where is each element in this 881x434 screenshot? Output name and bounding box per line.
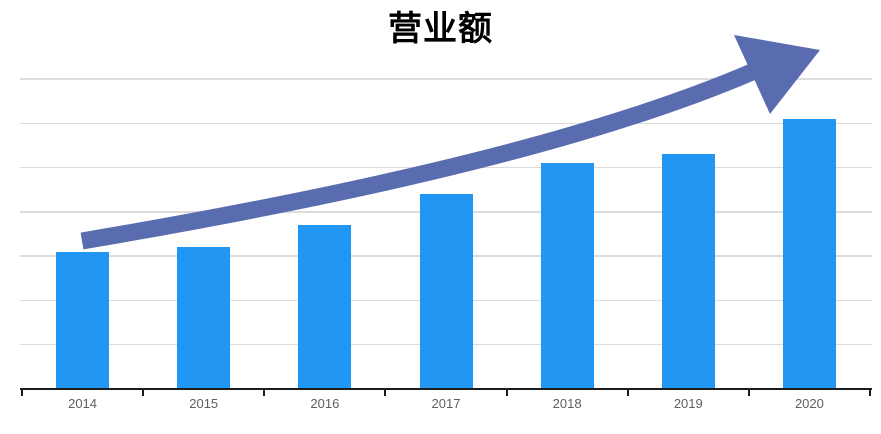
x-axis-tick-1: [142, 388, 145, 396]
x-label-2014: 2014: [68, 396, 98, 411]
bar-2018: [540, 163, 594, 389]
x-axis-tick-2: [263, 388, 266, 396]
x-axis-tick-5: [626, 388, 629, 396]
x-label-2020: 2020: [794, 396, 824, 411]
x-label-2018: 2018: [552, 396, 582, 411]
bar-2016: [298, 225, 352, 389]
x-axis-tick-7: [869, 388, 871, 396]
gridline-70: [20, 78, 872, 80]
x-label-2016: 2016: [310, 396, 340, 411]
gridline-60: [20, 122, 872, 125]
gridline-50: [20, 166, 872, 169]
x-axis-tick-3: [384, 388, 387, 396]
trend-arrow-shaft: [80, 64, 756, 250]
x-axis-tick-4: [505, 388, 508, 396]
chart-title: 营业额: [388, 10, 493, 48]
x-label-2017: 2017: [431, 396, 461, 411]
x-axis-line: [20, 388, 872, 390]
x-label-2019: 2019: [673, 396, 703, 411]
bar-2019: [661, 154, 715, 389]
x-axis-tick-6: [747, 388, 750, 396]
x-axis-tick-0: [21, 388, 23, 396]
bar-2015: [177, 247, 231, 389]
bar-2017: [419, 194, 473, 389]
x-label-2015: 2015: [189, 396, 219, 411]
bar-2020: [782, 118, 836, 389]
bar-2014: [56, 251, 110, 389]
